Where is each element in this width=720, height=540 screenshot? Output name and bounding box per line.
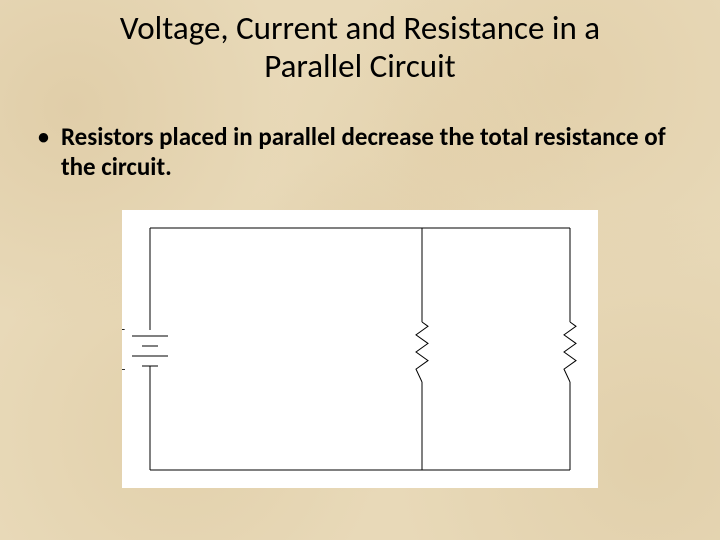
circuit-diagram: +_ [122, 210, 598, 488]
battery-plus: + [122, 321, 125, 338]
battery-minus: _ [122, 355, 125, 372]
bullet-item: • Resistors placed in parallel decrease … [36, 122, 684, 182]
bullet-text: Resistors placed in parallel decrease th… [61, 122, 684, 182]
circuit-svg: +_ [122, 210, 598, 488]
slide: Voltage, Current and Resistance in a Par… [0, 0, 720, 540]
bullet-marker: • [38, 122, 49, 152]
title-line-1: Voltage, Current and Resistance in a [120, 8, 600, 48]
resistor [564, 322, 576, 382]
slide-title: Voltage, Current and Resistance in a Par… [0, 10, 720, 86]
resistor [416, 322, 428, 382]
title-line-2: Parallel Circuit [264, 46, 456, 86]
bullet-list: • Resistors placed in parallel decrease … [36, 122, 684, 182]
